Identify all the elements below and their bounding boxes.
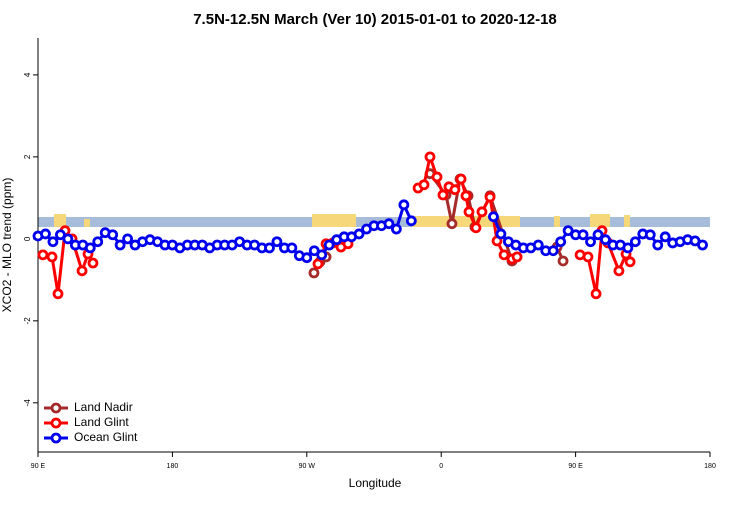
- data-point: [437, 189, 449, 201]
- legend-label: Ocean Glint: [74, 430, 138, 444]
- y-tick-label: 2: [23, 154, 32, 159]
- data-point: [76, 265, 88, 277]
- data-point: [470, 222, 482, 234]
- legend-label: Land Glint: [74, 415, 129, 429]
- data-point: [301, 252, 313, 264]
- data-point: [46, 251, 58, 263]
- data-point: [62, 233, 74, 245]
- data-point: [446, 218, 458, 230]
- data-point: [498, 249, 510, 261]
- land: [624, 215, 630, 227]
- data-point: [613, 265, 625, 277]
- legend-label: Land Nadir: [74, 400, 133, 414]
- data-point: [532, 239, 544, 251]
- data-point: [624, 256, 636, 268]
- data-point: [592, 229, 604, 241]
- data-point: [405, 215, 417, 227]
- data-point: [316, 249, 328, 261]
- data-point: [476, 206, 488, 218]
- data-point: [455, 173, 467, 185]
- data-point: [488, 211, 499, 223]
- data-point: [308, 267, 320, 279]
- data-point: [629, 236, 641, 248]
- data-point: [484, 191, 496, 203]
- data-point: [383, 218, 395, 230]
- data-point: [697, 239, 708, 251]
- land: [554, 216, 560, 227]
- y-tick-label: -4: [23, 399, 32, 407]
- data-point: [555, 236, 567, 248]
- data-point: [37, 249, 49, 261]
- data-point: [495, 228, 507, 240]
- data-point: [644, 229, 656, 241]
- legend-marker: [50, 432, 62, 444]
- data-point: [557, 255, 569, 267]
- data-point: [582, 251, 594, 263]
- data-point: [418, 179, 430, 191]
- data-point: [353, 228, 365, 240]
- data-point: [577, 229, 589, 241]
- x-tick-label: 90 E: [568, 463, 583, 470]
- data-point: [264, 242, 275, 254]
- chart-title: 7.5N-12.5N March (Ver 10) 2015-01-01 to …: [193, 11, 557, 28]
- data-point: [92, 236, 104, 248]
- land: [590, 214, 610, 227]
- x-tick-label: 180: [167, 463, 179, 470]
- data-point: [431, 171, 443, 183]
- x-tick-label: 90 W: [299, 463, 316, 470]
- data-point: [463, 206, 475, 218]
- y-tick-label: 0: [23, 236, 32, 241]
- data-point: [47, 236, 59, 248]
- data-point: [659, 231, 671, 243]
- x-tick-label: 180: [704, 463, 716, 470]
- y-axis-label: XCO2 - MLO trend (ppm): [0, 178, 14, 313]
- legend-marker: [50, 402, 62, 414]
- data-point: [600, 234, 611, 246]
- data-point: [323, 239, 335, 251]
- data-point: [84, 242, 96, 254]
- data-point: [590, 288, 602, 300]
- land: [84, 219, 90, 227]
- y-tick-label: -2: [23, 317, 32, 325]
- data-point: [52, 288, 64, 300]
- data-point: [114, 239, 126, 251]
- data-point: [87, 257, 99, 269]
- data-point: [652, 239, 664, 251]
- land: [54, 214, 66, 227]
- data-point: [390, 223, 402, 235]
- legend-marker: [50, 417, 62, 429]
- data-point: [449, 184, 461, 196]
- x-tick-label: 90 E: [31, 463, 46, 470]
- x-tick-label: 0: [439, 463, 443, 470]
- data-point: [107, 229, 119, 241]
- data-point: [424, 151, 436, 163]
- data-point: [312, 258, 324, 270]
- data-point: [122, 233, 133, 245]
- data-point: [511, 251, 523, 263]
- data-point: [398, 199, 410, 211]
- data-point: [622, 242, 634, 254]
- data-point: [585, 236, 596, 248]
- land: [312, 214, 356, 227]
- y-tick-label: 4: [23, 72, 32, 77]
- data-point: [40, 228, 51, 240]
- data-point: [460, 190, 472, 202]
- data-point: [271, 236, 283, 248]
- data-point: [286, 242, 298, 254]
- data-point: [547, 245, 559, 257]
- x-axis-label: Longitude: [349, 476, 402, 490]
- land: [412, 216, 520, 227]
